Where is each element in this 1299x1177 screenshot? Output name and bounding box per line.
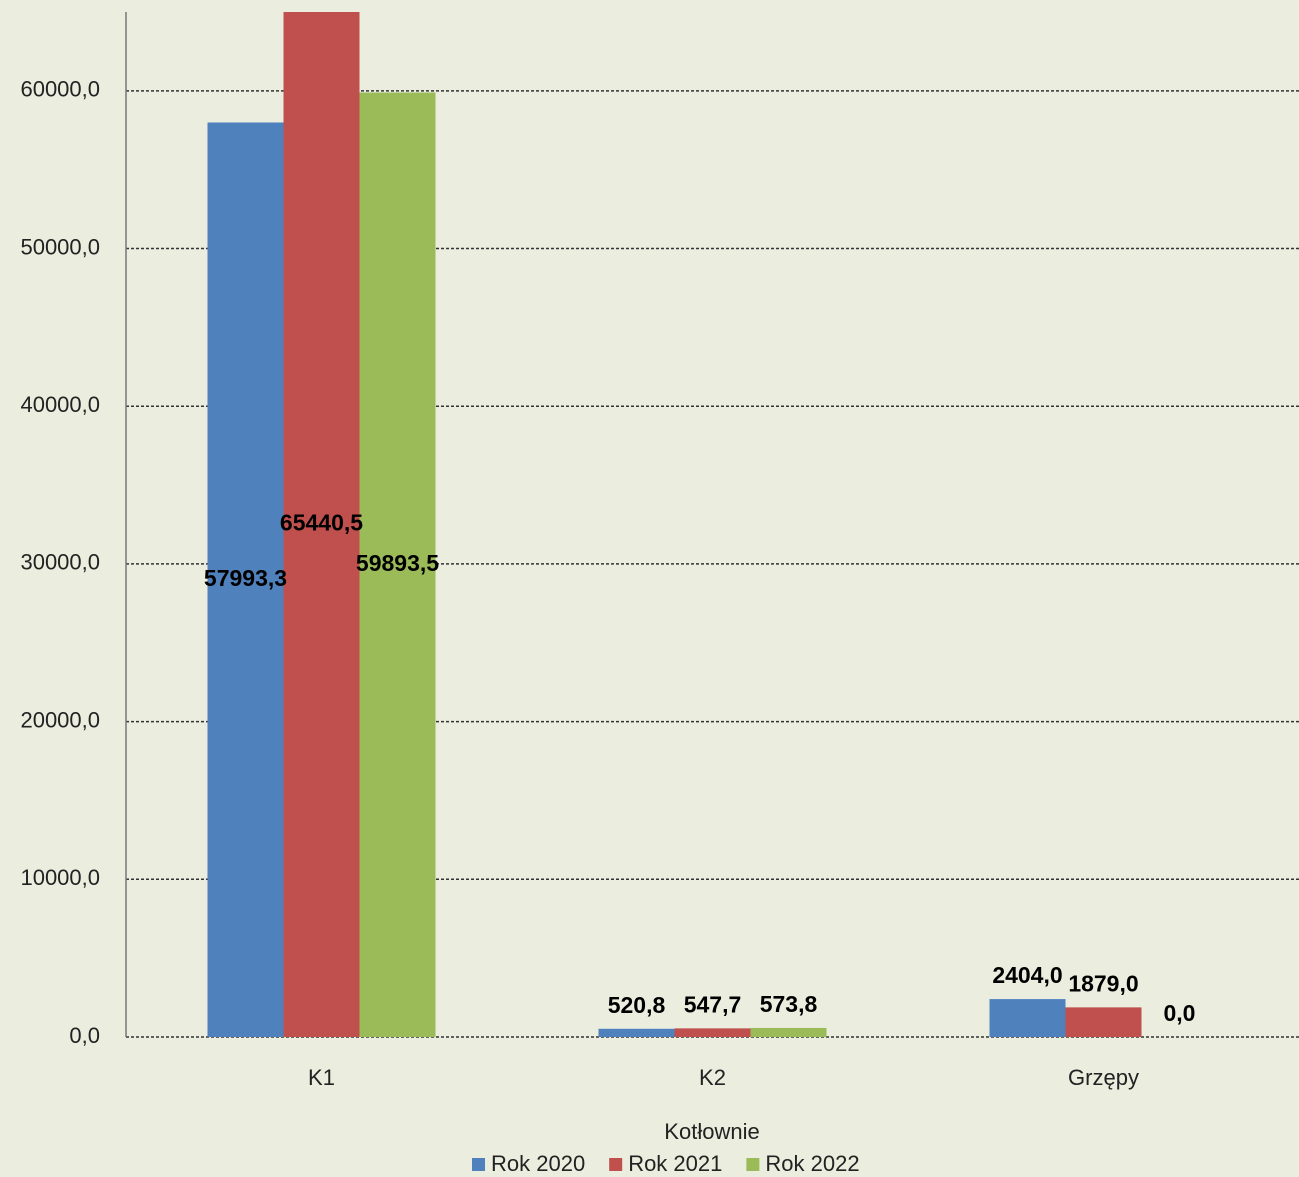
bar bbox=[283, 12, 360, 1037]
x-tick-label: K1 bbox=[308, 1065, 335, 1090]
y-tick-label: 30000,0 bbox=[20, 550, 100, 575]
x-axis-title: Kotłownie bbox=[664, 1119, 759, 1144]
legend-label: Rok 2022 bbox=[765, 1151, 859, 1176]
legend-swatch bbox=[472, 1158, 485, 1171]
y-tick-label: 0,0 bbox=[69, 1023, 100, 1048]
legend-label: Rok 2020 bbox=[491, 1151, 585, 1176]
legend-label: Rok 2021 bbox=[628, 1151, 722, 1176]
bar bbox=[989, 999, 1066, 1037]
data-label: 547,7 bbox=[684, 991, 742, 1017]
bar bbox=[1065, 1007, 1142, 1037]
bar bbox=[598, 1028, 675, 1037]
legend-swatch bbox=[609, 1158, 623, 1171]
data-label: 520,8 bbox=[608, 992, 666, 1018]
data-label: 573,8 bbox=[760, 991, 818, 1017]
y-tick-label: 20000,0 bbox=[20, 707, 100, 732]
y-tick-label: 50000,0 bbox=[20, 234, 100, 259]
data-label: 65440,5 bbox=[280, 510, 363, 536]
data-label: 57993,3 bbox=[204, 565, 287, 591]
bar bbox=[674, 1028, 751, 1037]
data-label: 2404,0 bbox=[992, 962, 1062, 988]
data-label: 1879,0 bbox=[1068, 970, 1138, 996]
y-tick-label: 40000,0 bbox=[20, 392, 100, 417]
legend-swatch bbox=[746, 1158, 760, 1171]
x-tick-label: Grzępy bbox=[1068, 1065, 1139, 1090]
plot-area bbox=[207, 12, 1142, 1037]
y-tick-label: 60000,0 bbox=[20, 77, 100, 102]
x-tick-label: K2 bbox=[699, 1065, 726, 1090]
y-tick-label: 10000,0 bbox=[20, 865, 100, 890]
bar bbox=[359, 92, 436, 1037]
data-label: 0,0 bbox=[1164, 1000, 1196, 1026]
bar bbox=[207, 122, 284, 1037]
data-label: 59893,5 bbox=[356, 550, 439, 576]
bar bbox=[750, 1027, 827, 1037]
